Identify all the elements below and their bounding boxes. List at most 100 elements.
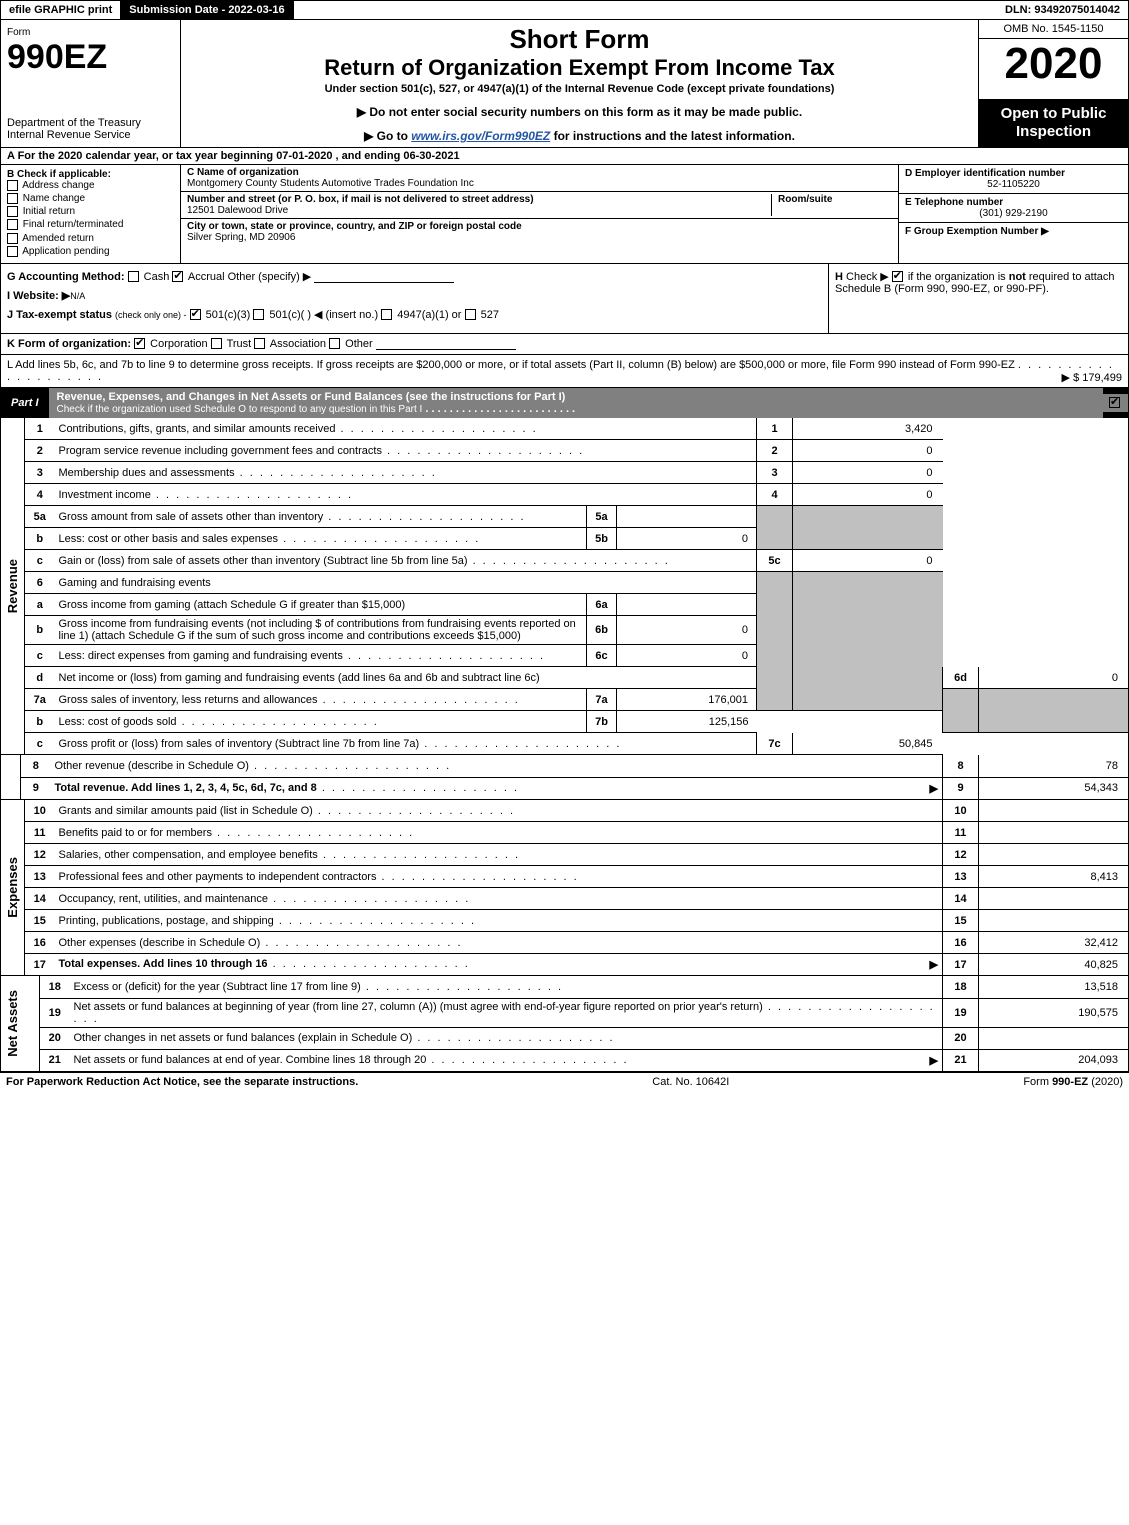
room-label: Room/suite	[778, 194, 832, 205]
return-title: Return of Organization Exempt From Incom…	[185, 55, 974, 81]
g-label: G Accounting Method:	[7, 271, 125, 283]
col-c: C Name of organization Montgomery County…	[181, 165, 898, 263]
lines-table-exp: Expenses 10 Grants and similar amounts p…	[0, 800, 1129, 977]
chk-cash[interactable]	[128, 271, 139, 282]
efile-label[interactable]: efile GRAPHIC print	[1, 1, 121, 19]
gh-left: G Accounting Method: Cash Accrual Other …	[1, 264, 828, 333]
topbar: efile GRAPHIC print Submission Date - 20…	[0, 0, 1129, 20]
line-7c: c Gross profit or (loss) from sales of i…	[1, 733, 1129, 755]
goto-pre: ▶ Go to	[364, 129, 411, 143]
line-5b: b Less: cost or other basis and sales ex…	[1, 528, 1129, 550]
line-7a-real: 7a Gross sales of inventory, less return…	[1, 689, 1129, 711]
line-11: 11 Benefits paid to or for members 11	[1, 822, 1129, 844]
section-gh: G Accounting Method: Cash Accrual Other …	[0, 264, 1129, 334]
row-a-tax-year: A For the 2020 calendar year, or tax yea…	[0, 148, 1129, 165]
line-6d: d Net income or (loss) from gaming and f…	[1, 667, 1129, 689]
ssn-note: ▶ Do not enter social security numbers o…	[185, 105, 974, 119]
chk-4947[interactable]	[381, 309, 392, 320]
street: 12501 Dalewood Drive	[187, 205, 288, 216]
tel-label: E Telephone number	[905, 197, 1122, 208]
netassets-rot: Net Assets	[1, 976, 40, 1071]
line-6c: c Less: direct expenses from gaming and …	[1, 645, 1129, 667]
lines-table-net: Net Assets 18 Excess or (deficit) for th…	[0, 976, 1129, 1072]
irs-link[interactable]: www.irs.gov/Form990EZ	[411, 129, 550, 143]
line-19: 19 Net assets or fund balances at beginn…	[1, 998, 1129, 1027]
footer-right: Form 990-EZ (2020)	[1023, 1076, 1123, 1088]
line-12: 12 Salaries, other compensation, and emp…	[1, 844, 1129, 866]
form-header: Form 990EZ Department of the Treasury In…	[0, 20, 1129, 148]
chk-assoc[interactable]	[254, 338, 265, 349]
section-bcd: B Check if applicable: Address change Na…	[0, 165, 1129, 264]
chk-application-pending[interactable]: Application pending	[7, 246, 174, 257]
part1-title: Revenue, Expenses, and Changes in Net As…	[49, 388, 1103, 418]
chk-501c3[interactable]	[190, 309, 201, 320]
l-text: L Add lines 5b, 6c, and 7b to line 9 to …	[7, 359, 1015, 371]
short-form-title: Short Form	[185, 24, 974, 55]
l-amount: ▶ $ 179,499	[1062, 371, 1122, 384]
omb-number: OMB No. 1545-1150	[979, 20, 1128, 39]
row-i: I Website: ▶N/A	[7, 289, 822, 302]
i-label: I Website: ▶	[7, 290, 70, 302]
col-b-title: B Check if applicable:	[7, 169, 174, 180]
line-9: 9 Total revenue. Add lines 1, 2, 3, 4, 5…	[1, 777, 1129, 799]
chk-accrual[interactable]	[172, 271, 183, 282]
line-21: 21 Net assets or fund balances at end of…	[1, 1049, 1129, 1071]
city-label: City or town, state or province, country…	[187, 221, 522, 232]
open-inspection: Open to Public Inspection	[979, 99, 1128, 147]
tel: (301) 929-2190	[905, 208, 1122, 219]
k-other-line	[376, 338, 516, 350]
header-right: OMB No. 1545-1150 2020 Open to Public In…	[978, 20, 1128, 147]
chk-h[interactable]	[892, 271, 903, 282]
row-h: H Check ▶ if the organization is not req…	[828, 264, 1128, 333]
header-mid: Short Form Return of Organization Exempt…	[181, 20, 978, 147]
line-3: 3 Membership dues and assessments 3 0	[1, 462, 1129, 484]
lines-table: Revenue 1 Contributions, gifts, grants, …	[0, 418, 1129, 756]
ein: 52-1105220	[905, 179, 1122, 190]
line-2: 2 Program service revenue including gove…	[1, 440, 1129, 462]
line-10: Expenses 10 Grants and similar amounts p…	[1, 800, 1129, 822]
chk-trust[interactable]	[211, 338, 222, 349]
line-18: Net Assets 18 Excess or (deficit) for th…	[1, 976, 1129, 998]
row-l: L Add lines 5b, 6c, and 7b to line 9 to …	[0, 355, 1129, 388]
footer-left: For Paperwork Reduction Act Notice, see …	[6, 1076, 358, 1088]
group-exempt-cell: F Group Exemption Number ▶	[899, 223, 1128, 263]
k-label: K Form of organization:	[7, 338, 131, 350]
chk-schedule-o[interactable]	[1109, 397, 1120, 408]
revenue-rot: Revenue	[1, 418, 25, 755]
chk-corp[interactable]	[134, 338, 145, 349]
goto-note: ▶ Go to www.irs.gov/Form990EZ for instru…	[185, 129, 974, 143]
street-cell: Number and street (or P. O. box, if mail…	[181, 192, 898, 219]
footer-mid: Cat. No. 10642I	[652, 1076, 729, 1088]
row-k: K Form of organization: Corporation Trus…	[0, 334, 1129, 355]
chk-501c[interactable]	[253, 309, 264, 320]
line-1: Revenue 1 Contributions, gifts, grants, …	[1, 418, 1129, 440]
ein-cell: D Employer identification number 52-1105…	[899, 165, 1128, 194]
chk-initial-return[interactable]: Initial return	[7, 206, 174, 217]
form-number: 990EZ	[7, 38, 107, 76]
chk-address-change[interactable]: Address change	[7, 180, 174, 191]
org-name-cell: C Name of organization Montgomery County…	[181, 165, 898, 192]
expenses-rot: Expenses	[1, 800, 25, 976]
revenue-rot-2	[1, 755, 21, 799]
website: N/A	[70, 291, 85, 301]
form-label: Form	[7, 27, 30, 38]
org-name: Montgomery County Students Automotive Tr…	[187, 178, 474, 189]
street-label: Number and street (or P. O. box, if mail…	[187, 194, 534, 205]
tel-cell: E Telephone number (301) 929-2190	[899, 194, 1128, 223]
line-13: 13 Professional fees and other payments …	[1, 866, 1129, 888]
chk-final-return[interactable]: Final return/terminated	[7, 219, 174, 230]
line-14: 14 Occupancy, rent, utilities, and maint…	[1, 888, 1129, 910]
chk-amended-return[interactable]: Amended return	[7, 233, 174, 244]
part1-dots: . . . . . . . . . . . . . . . . . . . . …	[425, 403, 575, 415]
chk-other[interactable]	[329, 338, 340, 349]
col-d: D Employer identification number 52-1105…	[898, 165, 1128, 263]
header-left: Form 990EZ Department of the Treasury In…	[1, 20, 181, 147]
line-5c: c Gain or (loss) from sale of assets oth…	[1, 550, 1129, 572]
line-6a: a Gross income from gaming (attach Sched…	[1, 594, 1129, 616]
line-5a: 5a Gross amount from sale of assets othe…	[1, 506, 1129, 528]
other-specify-line	[314, 271, 454, 283]
chk-name-change[interactable]: Name change	[7, 193, 174, 204]
goto-post: for instructions and the latest informat…	[550, 129, 795, 143]
lines-table-rev2: 8 Other revenue (describe in Schedule O)…	[0, 755, 1129, 800]
chk-527[interactable]	[465, 309, 476, 320]
